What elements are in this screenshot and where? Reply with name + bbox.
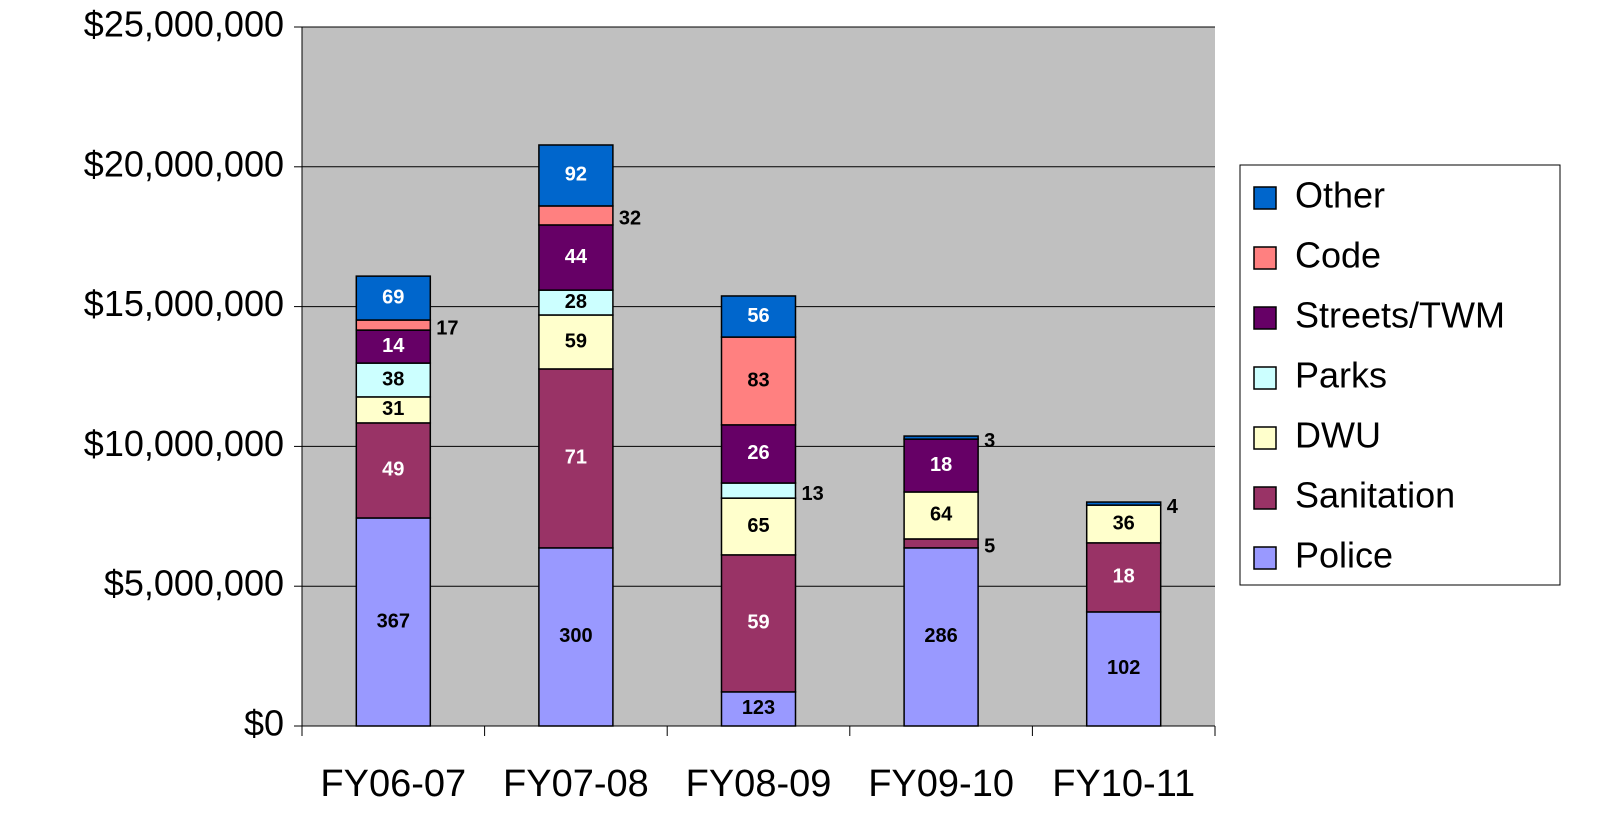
data-label: 286	[924, 625, 957, 647]
legend-label: Other	[1295, 175, 1385, 216]
bar-segment	[903, 547, 979, 727]
data-label: 14	[382, 335, 405, 357]
x-tick-label: FY08-09	[686, 763, 832, 805]
y-tick-label: $25,000,000	[84, 4, 284, 45]
bar-segment	[355, 396, 432, 424]
y-tick-label: $0	[244, 703, 284, 744]
x-tick-label: FY07-08	[503, 763, 649, 805]
data-label: 367	[377, 610, 410, 632]
data-label: 59	[747, 612, 769, 634]
legend-label: Police	[1295, 535, 1393, 576]
bar-segment	[538, 547, 614, 727]
bar-segment	[355, 362, 432, 398]
legend-label: Sanitation	[1295, 475, 1455, 516]
bar-segment	[720, 554, 797, 693]
data-label: 13	[802, 483, 824, 505]
data-label: 18	[930, 454, 952, 476]
bar-segment	[903, 491, 979, 540]
data-label: 65	[747, 515, 769, 537]
data-label: 32	[619, 208, 641, 230]
legend-label: Parks	[1295, 355, 1387, 396]
bar-segment	[355, 275, 432, 321]
data-label: 64	[930, 504, 953, 526]
bar-segment	[720, 691, 797, 727]
data-label: 28	[565, 291, 587, 313]
data-label: 5	[984, 536, 995, 558]
data-label: 300	[559, 625, 592, 647]
x-tick-label: FY06-07	[320, 763, 466, 805]
legend-label: DWU	[1295, 415, 1381, 456]
legend-swatch	[1253, 366, 1277, 390]
data-label: 36	[1113, 512, 1135, 534]
y-tick-label: $10,000,000	[84, 423, 284, 464]
data-label: 69	[382, 286, 404, 308]
bar-segment	[538, 314, 614, 370]
bar-segment	[355, 517, 432, 727]
y-tick-label: $20,000,000	[84, 143, 284, 184]
legend-swatch	[1253, 246, 1277, 270]
data-label: 4	[1167, 496, 1179, 518]
legend-label: Code	[1295, 235, 1381, 276]
bar-segment	[720, 295, 797, 338]
bar-segment	[903, 435, 979, 440]
bar-segment	[538, 368, 614, 549]
data-label: 18	[1113, 566, 1135, 588]
data-label: 3	[984, 430, 995, 452]
data-label: 83	[747, 369, 769, 391]
data-label: 38	[382, 368, 404, 390]
bar-segment	[355, 329, 432, 364]
legend-swatch	[1253, 186, 1277, 210]
data-label: 26	[747, 442, 769, 464]
bar-segment	[1085, 501, 1162, 506]
x-tick-label: FY10-11	[1052, 763, 1195, 805]
data-label: 44	[565, 246, 588, 268]
data-label: 123	[742, 697, 775, 719]
data-label: 59	[565, 330, 587, 352]
bar-segment	[355, 422, 432, 519]
bar-segment	[903, 538, 979, 549]
bar-segment	[720, 336, 797, 426]
bar-segment	[720, 482, 797, 499]
bar-segment	[538, 144, 614, 207]
bar-segment	[1085, 611, 1162, 727]
bar-segment	[1085, 542, 1162, 613]
bar-segment	[538, 205, 614, 226]
bar-segment	[1085, 504, 1162, 544]
data-label: 71	[565, 447, 587, 469]
bar-segment	[538, 289, 614, 316]
legend-label: Streets/TWM	[1295, 295, 1505, 336]
data-label: 92	[565, 164, 587, 186]
x-tick-label: FY09-10	[868, 763, 1014, 805]
data-label: 17	[436, 317, 458, 339]
legend-swatch	[1253, 306, 1277, 330]
legend-swatch	[1253, 426, 1277, 450]
data-label: 56	[747, 305, 769, 327]
legend-swatch	[1253, 546, 1277, 570]
legend-swatch	[1253, 486, 1277, 510]
data-label: 49	[382, 459, 404, 481]
data-label: 31	[382, 398, 404, 420]
y-tick-label: $5,000,000	[104, 563, 284, 604]
data-label: 102	[1107, 657, 1140, 679]
legend-box	[1239, 164, 1561, 586]
y-tick-label: $15,000,000	[84, 283, 284, 324]
bar-segment	[355, 319, 432, 331]
